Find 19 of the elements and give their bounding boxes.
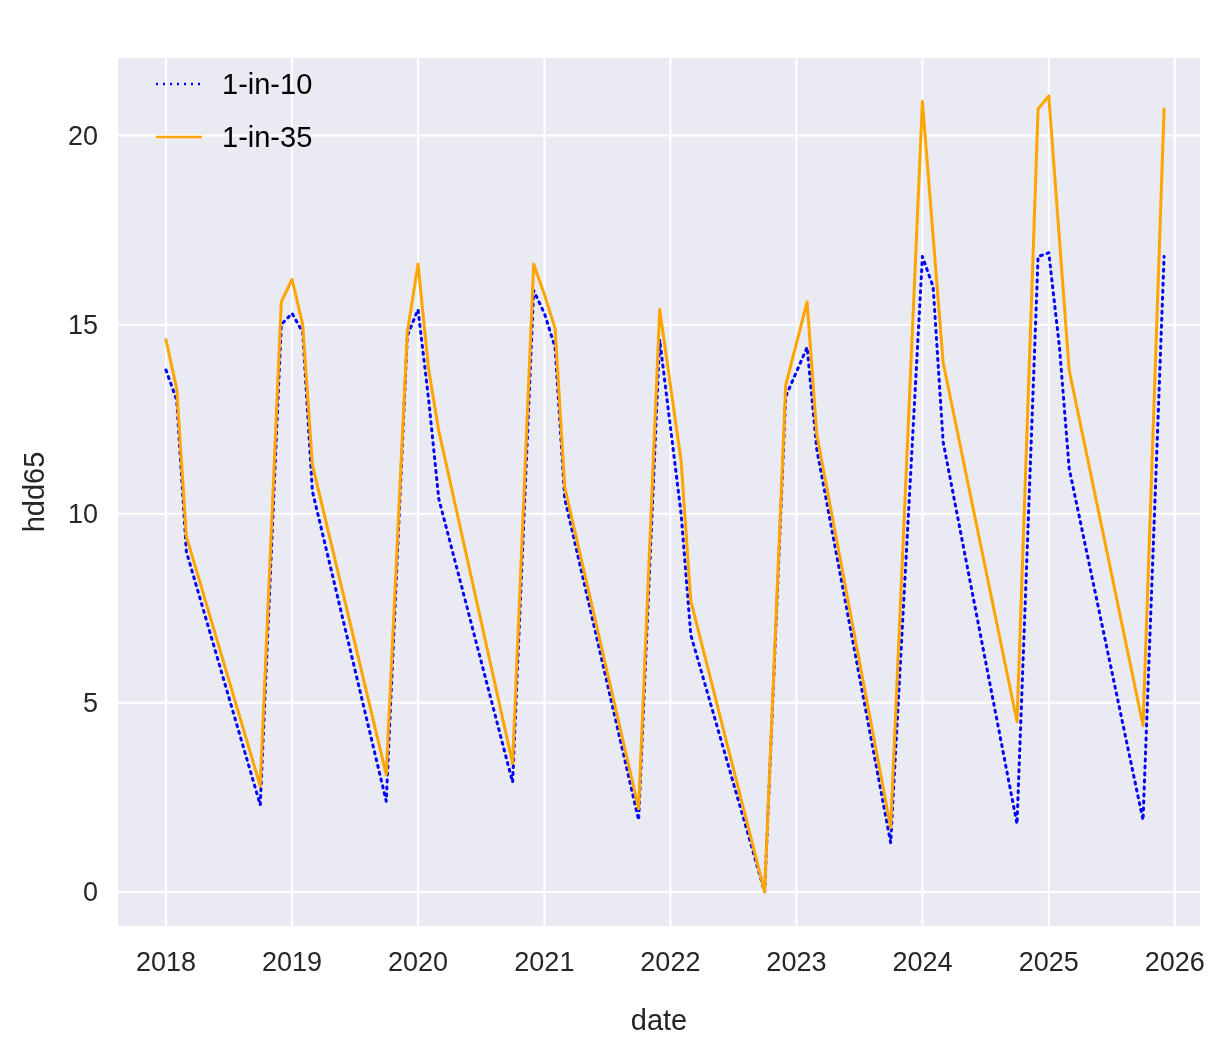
x-tick-label: 2019 (261, 947, 323, 977)
line-series (164, 94, 1166, 894)
x-tick-label: 2018 (135, 947, 197, 977)
legend-label: 1-in-10 (222, 68, 313, 100)
y-axis-title: hdd65 (18, 451, 50, 533)
y-tick-label: 15 (67, 309, 98, 340)
x-tick-label: 2021 (514, 947, 575, 977)
x-tick-label: 2026 (1144, 947, 1205, 977)
y-tick-label: 0 (82, 876, 98, 907)
x-tick-label: 2023 (766, 947, 827, 977)
x-tick-label: 2020 (387, 947, 449, 977)
x-axis-title: date (630, 1004, 688, 1036)
legend-label: 1-in-35 (222, 121, 313, 153)
y-tick-label: 10 (67, 498, 98, 529)
x-tick-label: 2022 (640, 947, 701, 977)
y-tick-label: 5 (82, 687, 98, 718)
x-tick-label: 2025 (1018, 947, 1079, 977)
x-tick-label: 2024 (892, 947, 953, 977)
y-tick-label: 20 (67, 120, 98, 151)
